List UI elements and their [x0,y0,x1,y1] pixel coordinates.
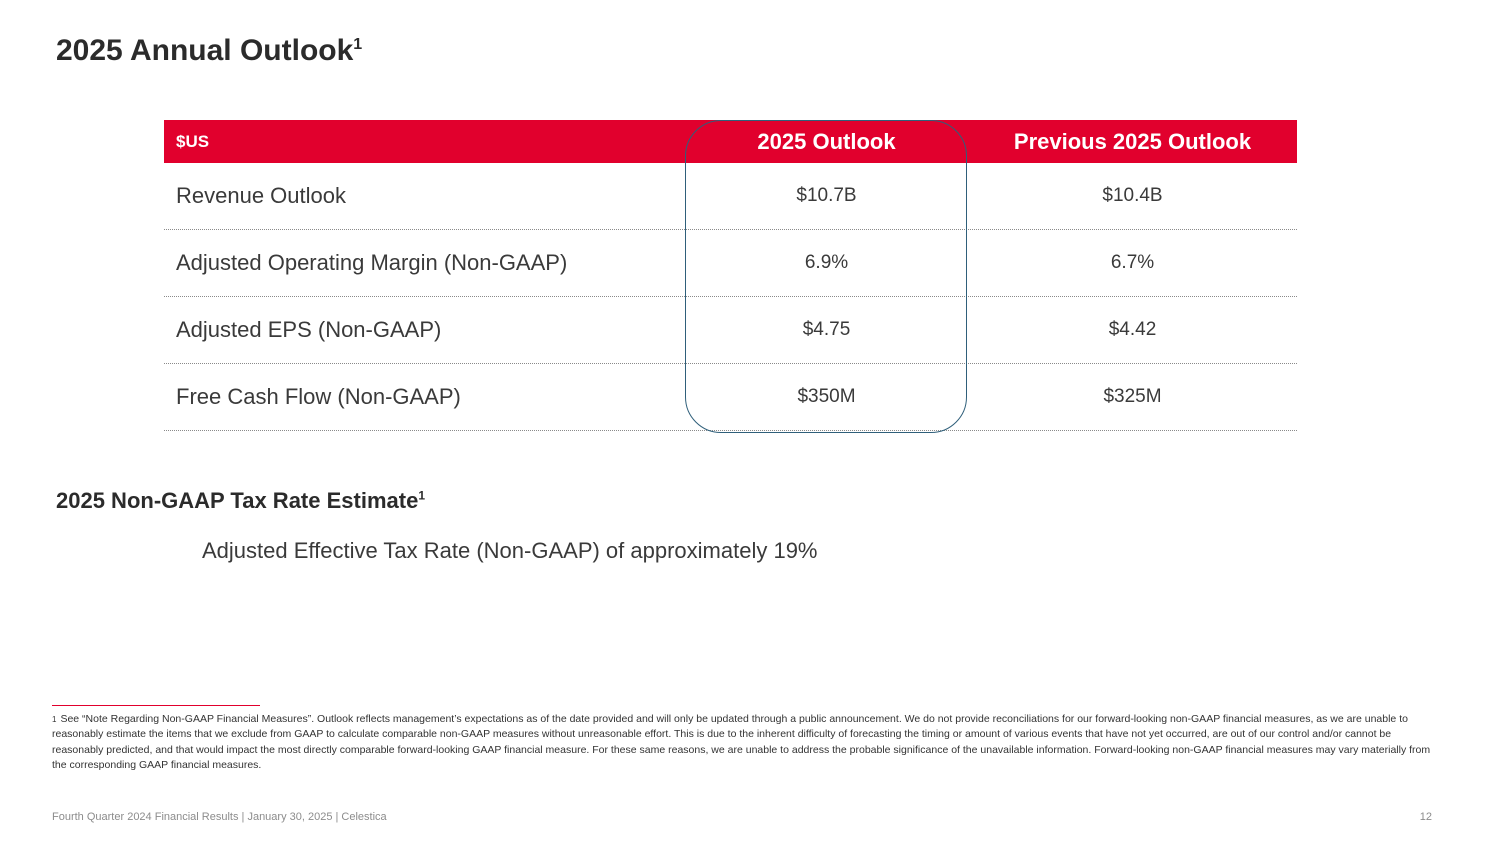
tax-rate-text: Adjusted Effective Tax Rate (Non-GAAP) o… [202,538,818,563]
tax-footnote-marker: 1 [418,488,425,503]
footnote-divider [52,705,260,706]
title-footnote-marker: 1 [353,36,363,53]
page-title-text: 2025 Annual Outlook [56,34,354,67]
tax-heading-text: 2025 Non-GAAP Tax Rate Estimate [56,488,419,513]
footer-text: Fourth Quarter 2024 Financial Results | … [52,811,387,823]
row-previous-outlook-value: $325M [1103,386,1162,407]
table-row: Revenue Outlook $10.7B $10.4B [164,163,1297,230]
row-label: Revenue Outlook [176,183,346,208]
row-previous-outlook-value: $4.42 [1108,319,1157,340]
header-currency-label: $US [176,131,210,151]
row-previous-outlook-value: 6.7% [1110,252,1155,273]
footnote: 1 See “Note Regarding Non-GAAP Financial … [52,712,1432,773]
footnote-marker: 1 [52,715,57,724]
table-row: Free Cash Flow (Non-GAAP) $350M $325M [164,364,1297,431]
row-2025-outlook-value: 6.9% [804,252,849,273]
table-row: Adjusted EPS (Non-GAAP) $4.75 $4.42 [164,297,1297,364]
table-row: Adjusted Operating Margin (Non-GAAP) 6.9… [164,230,1297,297]
row-label: Adjusted EPS (Non-GAAP) [176,317,442,342]
page-number: 12 [1419,811,1432,823]
header-previous-2025-outlook: Previous 2025 Outlook [1013,128,1252,154]
row-2025-outlook-value: $350M [797,386,856,407]
outlook-table: $US 2025 Outlook Previous 2025 Outlook R… [164,120,1297,431]
header-2025-outlook: 2025 Outlook [757,128,896,154]
row-2025-outlook-value: $10.7B [796,185,857,206]
page-title: 2025 Annual Outlook1 [56,34,362,68]
tax-rate-heading: 2025 Non-GAAP Tax Rate Estimate1 [56,488,425,514]
row-label: Free Cash Flow (Non-GAAP) [176,384,461,409]
row-2025-outlook-value: $4.75 [802,319,851,340]
footnote-text: See “Note Regarding Non-GAAP Financial M… [52,713,1431,771]
row-label: Adjusted Operating Margin (Non-GAAP) [176,250,568,275]
table-header-row: $US 2025 Outlook Previous 2025 Outlook [164,120,1297,163]
row-previous-outlook-value: $10.4B [1102,185,1163,206]
